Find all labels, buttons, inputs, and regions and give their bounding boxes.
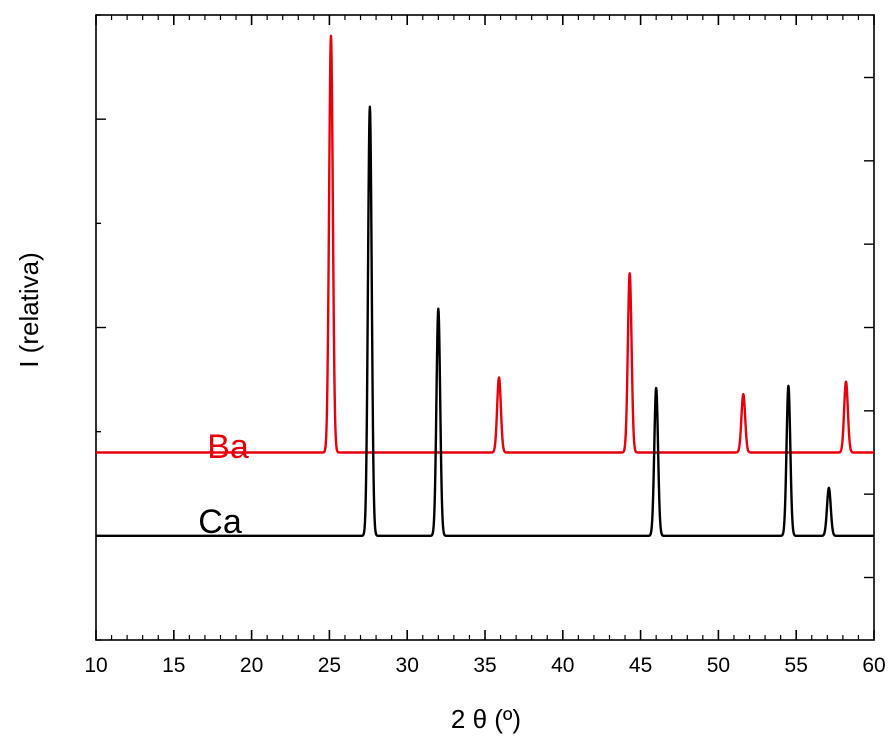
peak-point-ba-2 <box>628 272 631 275</box>
x-tick-label: 10 <box>84 654 107 677</box>
x-tick-label: 45 <box>629 654 652 677</box>
peak-point-ba-4 <box>845 380 847 383</box>
series-line-ca <box>95 105 875 538</box>
peak-point-ca-4 <box>828 487 830 489</box>
x-axis-title: 2 θ (º) <box>451 704 521 734</box>
labels-layer: 10 15 20 25 30 35 40 45 50 55 60 <box>84 654 885 677</box>
x-tick-label: 30 <box>396 654 419 677</box>
plot-frame <box>95 14 875 641</box>
plot-border <box>95 14 875 641</box>
x-tick-label: 60 <box>862 654 885 677</box>
peak-point-ca-2 <box>655 387 657 389</box>
ticks-layer <box>95 14 875 641</box>
series-label-ba: Ba <box>207 428 249 466</box>
peak-point-ba-3 <box>742 393 745 395</box>
series-label-ca: Ca <box>198 503 242 541</box>
y-axis-title: I (relativa) <box>14 252 44 368</box>
x-tick-label: 50 <box>707 654 730 677</box>
series-line-ba <box>95 34 875 454</box>
x-tick-label: 25 <box>318 654 341 677</box>
peak-point-ca-1 <box>437 307 440 310</box>
x-tick-label: 35 <box>473 654 496 677</box>
peak-point-ba-0 <box>330 35 332 37</box>
x-tick-label: 55 <box>785 654 808 677</box>
peak-point-ba-1 <box>498 376 500 379</box>
x-tick-label: 20 <box>240 654 263 677</box>
peak-point-ca-0 <box>369 105 371 108</box>
x-tick-label: 15 <box>162 654 185 677</box>
series-layer <box>95 34 875 538</box>
x-tick-label: 40 <box>551 654 574 677</box>
peak-point-ca-3 <box>787 385 790 387</box>
